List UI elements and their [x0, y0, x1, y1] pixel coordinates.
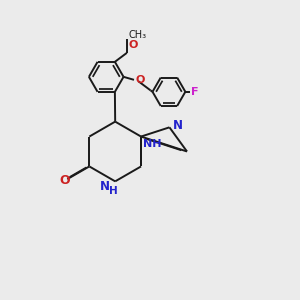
Text: F: F — [191, 87, 199, 97]
Text: O: O — [59, 174, 70, 187]
Text: H: H — [109, 186, 118, 196]
Text: O: O — [129, 40, 138, 50]
Text: NH: NH — [142, 139, 161, 149]
Text: N: N — [100, 180, 110, 193]
Text: O: O — [136, 75, 145, 85]
Text: CH₃: CH₃ — [129, 30, 147, 40]
Text: N: N — [173, 119, 183, 132]
